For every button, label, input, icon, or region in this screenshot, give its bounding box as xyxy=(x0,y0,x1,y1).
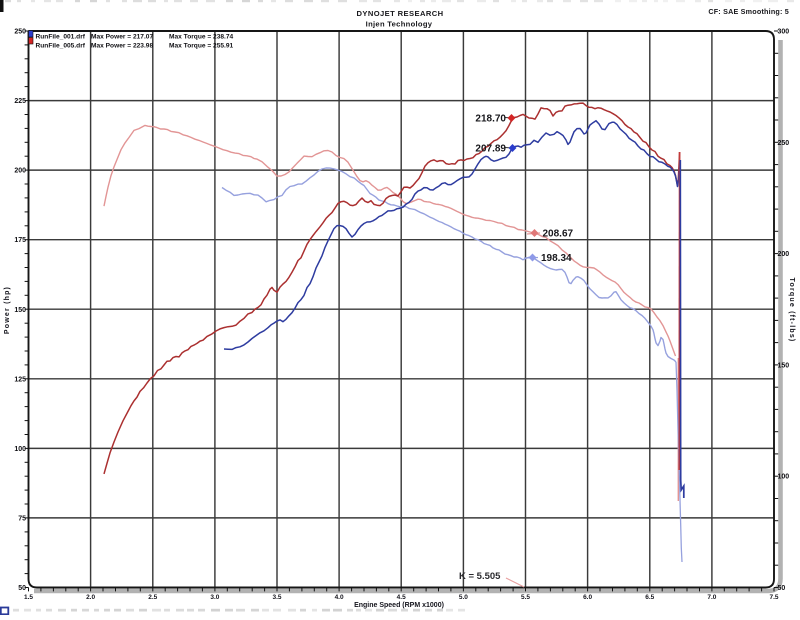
svg-text:175: 175 xyxy=(14,237,26,244)
svg-text:100: 100 xyxy=(14,446,26,453)
svg-text:Injen Technology: Injen Technology xyxy=(366,20,433,29)
svg-text:Max Power = 223.98: Max Power = 223.98 xyxy=(91,42,153,49)
svg-text:5.0: 5.0 xyxy=(459,594,468,601)
svg-text:2.0: 2.0 xyxy=(86,594,95,601)
svg-text:Torque (ft-lbs): Torque (ft-lbs) xyxy=(788,278,795,343)
svg-text:100: 100 xyxy=(778,474,790,481)
svg-text:Max Torque = 255.91: Max Torque = 255.91 xyxy=(169,42,234,49)
svg-text:50: 50 xyxy=(778,585,786,592)
svg-text:150: 150 xyxy=(778,362,790,369)
svg-text:250: 250 xyxy=(14,29,26,36)
svg-text:6.5: 6.5 xyxy=(645,594,654,601)
svg-text:150: 150 xyxy=(14,307,26,314)
svg-text:300: 300 xyxy=(778,29,790,36)
svg-text:Max Power = 217.07: Max Power = 217.07 xyxy=(91,33,153,40)
svg-text:125: 125 xyxy=(14,376,26,383)
svg-text:75: 75 xyxy=(18,515,26,522)
svg-text:Engine Speed (RPM x1000): Engine Speed (RPM x1000) xyxy=(354,602,444,609)
svg-text:207.89: 207.89 xyxy=(475,144,506,155)
svg-text:5.5: 5.5 xyxy=(521,594,530,601)
svg-text:RunFile_005.drf: RunFile_005.drf xyxy=(36,42,86,49)
svg-text:RunFile_001.drf: RunFile_001.drf xyxy=(36,34,86,41)
svg-text:200: 200 xyxy=(778,251,790,258)
svg-text:7.5: 7.5 xyxy=(769,594,778,601)
svg-text:218.70: 218.70 xyxy=(475,114,506,125)
svg-text:Power (hp): Power (hp) xyxy=(4,286,11,334)
svg-text:208.67: 208.67 xyxy=(543,229,574,240)
svg-text:250: 250 xyxy=(778,140,790,147)
svg-text:3.0: 3.0 xyxy=(210,594,219,601)
svg-text:K = 5.505: K = 5.505 xyxy=(459,571,501,582)
svg-text:1.5: 1.5 xyxy=(24,594,33,601)
svg-text:2.5: 2.5 xyxy=(148,594,157,601)
svg-text:4.5: 4.5 xyxy=(397,594,406,601)
svg-text:198.34: 198.34 xyxy=(541,253,572,264)
svg-text:225: 225 xyxy=(14,98,26,105)
svg-text:200: 200 xyxy=(14,168,26,175)
svg-text:7.0: 7.0 xyxy=(707,594,716,601)
svg-text:50: 50 xyxy=(18,585,26,592)
svg-text:CF: SAE Smoothing: 5: CF: SAE Smoothing: 5 xyxy=(708,7,789,16)
svg-text:6.0: 6.0 xyxy=(583,594,592,601)
svg-text:3.5: 3.5 xyxy=(272,594,281,601)
svg-text:DYNOJET RESEARCH: DYNOJET RESEARCH xyxy=(357,9,444,18)
svg-text:Max Torque = 238.74: Max Torque = 238.74 xyxy=(169,33,234,40)
svg-text:4.0: 4.0 xyxy=(335,594,344,601)
